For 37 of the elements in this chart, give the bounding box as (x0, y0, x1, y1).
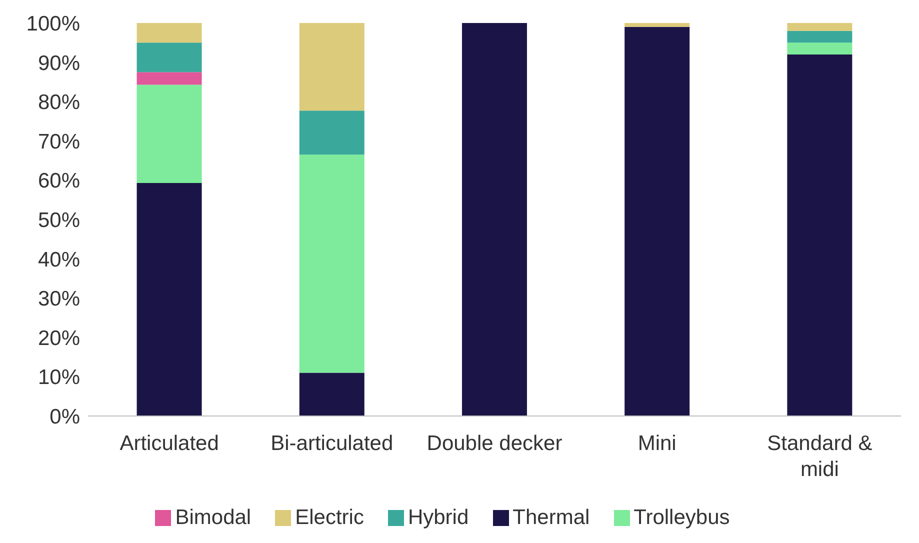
y-tick-label: 60% (38, 170, 80, 193)
bar (136, 84, 202, 183)
y-tick-label: 30% (38, 288, 80, 311)
y-tick-label: 0% (50, 405, 80, 428)
bar (299, 23, 364, 111)
bar (299, 110, 364, 155)
legend-label: Hybrid (408, 506, 469, 529)
bar (299, 154, 364, 373)
y-tick-label: 70% (38, 130, 80, 154)
x-tick-label: Bi-articulated (270, 432, 394, 455)
bar (787, 23, 852, 31)
y-tick-label: 10% (38, 366, 80, 390)
y-tick-label: 80% (38, 91, 80, 114)
bar (136, 23, 202, 43)
bar (787, 42, 852, 54)
x-tick-label: Mini (638, 432, 676, 455)
bar (136, 72, 202, 85)
bar (136, 42, 202, 72)
bar (787, 54, 852, 416)
legend-label: Electric (295, 506, 364, 529)
y-tick-label: 40% (38, 248, 80, 272)
legend-label: Thermal (512, 506, 590, 529)
legend-label: Trolleybus (634, 506, 730, 529)
y-tick-label: 100% (26, 12, 80, 36)
y-tick-label: 20% (38, 326, 80, 350)
bar (136, 182, 202, 416)
x-tick-label: Double decker (426, 432, 562, 455)
x-tick-label: Standard & midi (767, 432, 872, 481)
y-tick-label: 50% (38, 208, 80, 232)
bar (462, 23, 527, 416)
y-tick-label: 90% (38, 52, 80, 75)
legend-label: Bimodal (175, 506, 252, 529)
x-tick-label: Articulated (120, 432, 219, 455)
bar (299, 372, 364, 416)
bar (624, 23, 690, 27)
bar (624, 26, 690, 416)
bar (787, 30, 852, 43)
